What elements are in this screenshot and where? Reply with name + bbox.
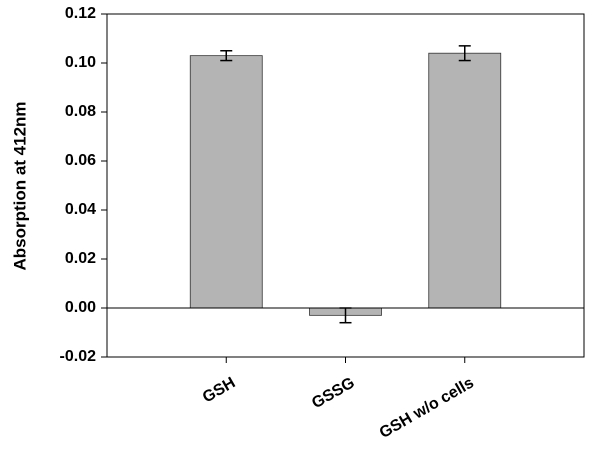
- error-bar: [458, 45, 471, 62]
- y-axis-title: Absorption at 412nm: [10, 101, 29, 270]
- plot-frame: [106, 13, 585, 358]
- y-tick-label: 0.02: [65, 250, 96, 267]
- x-tick-label: GSSG: [309, 374, 358, 412]
- y-tick-label: 0.12: [65, 5, 96, 22]
- y-tick-label: 0.00: [65, 299, 96, 316]
- y-tick-label: -0.02: [60, 348, 97, 365]
- bar: [428, 52, 502, 309]
- x-tick-label: GSH: [200, 374, 239, 406]
- x-tick-label: GSH w/o cells: [377, 374, 477, 442]
- y-tick-label: 0.08: [65, 103, 96, 120]
- bar: [189, 55, 263, 309]
- error-bar: [220, 50, 233, 62]
- y-tick-label: 0.06: [65, 152, 96, 169]
- y-tick-label: 0.10: [65, 54, 96, 71]
- y-tick-label: 0.04: [65, 201, 96, 218]
